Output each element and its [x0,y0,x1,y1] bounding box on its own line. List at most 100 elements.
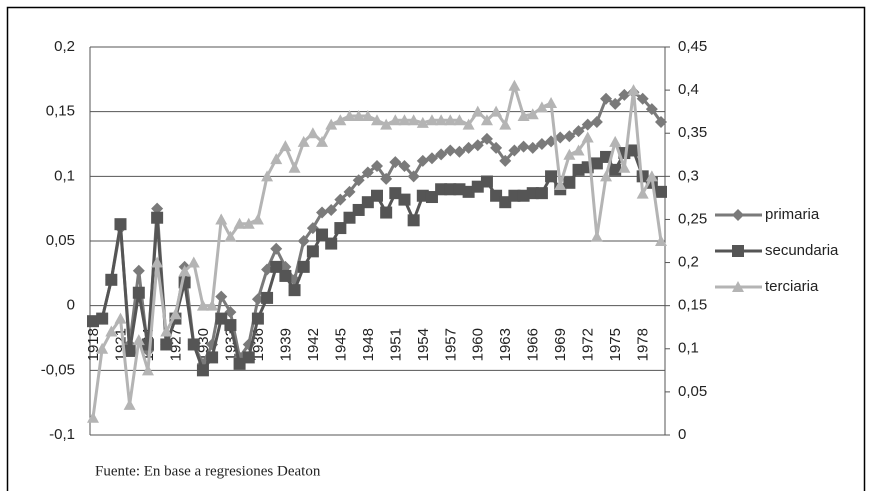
marker [398,114,411,126]
marker [169,308,182,320]
marker [444,183,457,196]
marker [141,364,154,376]
x-tick-label: 1957 [442,328,459,361]
legend-marker [732,209,744,221]
marker [444,114,457,126]
y-tick-label: 0,05 [46,232,75,249]
marker [261,291,274,304]
marker [526,108,539,120]
marker [590,157,603,170]
marker [316,206,329,219]
marker [636,92,649,105]
marker [334,222,347,235]
marker [178,265,191,277]
marker [462,185,475,198]
y-tick-label: -0,1 [49,426,75,443]
marker [416,154,429,167]
marker [224,230,237,242]
marker [627,144,640,157]
x-tick-label: 1948 [360,328,377,361]
y2-tick-label: 0,3 [678,167,699,184]
marker [132,264,145,277]
marker [151,211,164,224]
marker [96,312,109,325]
marker [371,114,383,126]
marker [334,193,347,206]
marker [380,118,393,130]
marker [306,222,319,235]
marker [288,284,301,297]
legend-marker [732,245,744,257]
marker [242,351,255,364]
marker [618,88,631,101]
marker [261,170,274,182]
marker [279,260,292,273]
marker [389,156,402,169]
marker [325,118,338,130]
marker [306,245,319,258]
marker [270,260,283,273]
marker [480,132,493,145]
marker [132,334,145,346]
marker [343,211,356,224]
marker [517,109,530,121]
marker [526,187,539,200]
y-tick-label: 0 [67,297,75,314]
marker [306,127,319,139]
marker [407,114,420,126]
marker [480,175,493,188]
marker [425,152,438,165]
legend-marker [732,281,744,292]
marker [407,170,420,183]
marker [206,351,219,364]
marker [352,109,365,121]
marker [361,166,374,179]
y2-tick-label: 0,35 [678,124,707,141]
marker [352,174,365,187]
marker [490,189,503,202]
marker [590,230,603,242]
marker [297,260,310,273]
marker [270,153,283,165]
marker [215,312,228,325]
marker [416,116,429,128]
marker [609,97,622,110]
x-tick-label: 1918 [85,328,102,361]
marker [490,141,503,154]
marker [224,319,237,332]
marker [581,131,594,143]
marker [398,193,411,206]
marker [87,315,99,328]
x-tick-label: 1975 [607,328,624,361]
marker [187,256,200,268]
y2-tick-label: 0,45 [678,38,707,55]
y2-tick-label: 0,1 [678,340,699,357]
marker [572,125,585,138]
x-tick-label: 1969 [552,328,569,361]
marker [279,140,292,152]
x-tick-label: 1963 [497,328,514,361]
marker [371,189,383,202]
source-note: Fuente: En base a regresiones Deaton [95,463,321,479]
marker [499,118,512,130]
marker [508,189,521,202]
marker [270,242,283,255]
y-tick-label: 0,2 [54,38,75,55]
marker [508,144,521,157]
marker [499,196,512,209]
marker [471,139,484,152]
legend-label: secundaria [765,242,839,259]
marker [123,344,136,357]
marker [490,105,503,117]
marker [480,114,493,126]
x-tick-label: 1978 [635,328,652,361]
marker [251,293,264,306]
legend-label: primaria [765,206,820,223]
marker [407,214,420,227]
marker [215,213,228,225]
marker [526,141,539,154]
y2-tick-label: 0 [678,426,686,443]
marker [645,170,658,182]
